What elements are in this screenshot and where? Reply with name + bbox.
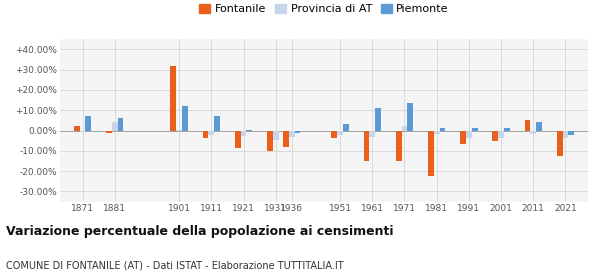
Bar — [557, 130, 563, 156]
Bar — [337, 130, 343, 135]
Bar — [568, 130, 574, 135]
Bar — [460, 130, 466, 144]
Bar — [295, 130, 301, 133]
Bar — [364, 130, 370, 161]
Legend: Fontanile, Provincia di AT, Piemonte: Fontanile, Provincia di AT, Piemonte — [195, 0, 453, 18]
Bar — [498, 130, 504, 138]
Bar — [85, 116, 91, 130]
Bar — [493, 130, 498, 141]
Bar — [273, 130, 278, 140]
Bar — [524, 120, 530, 130]
Bar — [401, 127, 407, 130]
Bar — [235, 130, 241, 148]
Bar — [530, 130, 536, 134]
Bar — [536, 122, 542, 130]
Bar — [80, 130, 85, 132]
Bar — [182, 106, 188, 130]
Text: Variazione percentuale della popolazione ai censimenti: Variazione percentuale della popolazione… — [6, 225, 394, 238]
Bar — [440, 127, 445, 130]
Bar — [370, 130, 375, 137]
Bar — [74, 127, 80, 130]
Bar — [331, 130, 337, 138]
Bar — [214, 116, 220, 130]
Bar — [241, 130, 247, 136]
Bar — [472, 127, 478, 130]
Bar — [375, 108, 381, 130]
Bar — [289, 130, 295, 137]
Bar — [407, 103, 413, 130]
Bar — [504, 127, 510, 130]
Bar — [396, 130, 401, 161]
Text: COMUNE DI FONTANILE (AT) - Dati ISTAT - Elaborazione TUTTITALIA.IT: COMUNE DI FONTANILE (AT) - Dati ISTAT - … — [6, 261, 344, 271]
Bar — [203, 130, 208, 138]
Bar — [563, 130, 568, 138]
Bar — [428, 130, 434, 176]
Bar — [208, 130, 214, 135]
Bar — [466, 130, 472, 138]
Bar — [118, 118, 124, 130]
Bar — [112, 122, 118, 130]
Bar — [106, 130, 112, 133]
Bar — [343, 124, 349, 130]
Bar — [434, 130, 440, 134]
Bar — [267, 130, 273, 151]
Bar — [170, 66, 176, 130]
Bar — [283, 130, 289, 147]
